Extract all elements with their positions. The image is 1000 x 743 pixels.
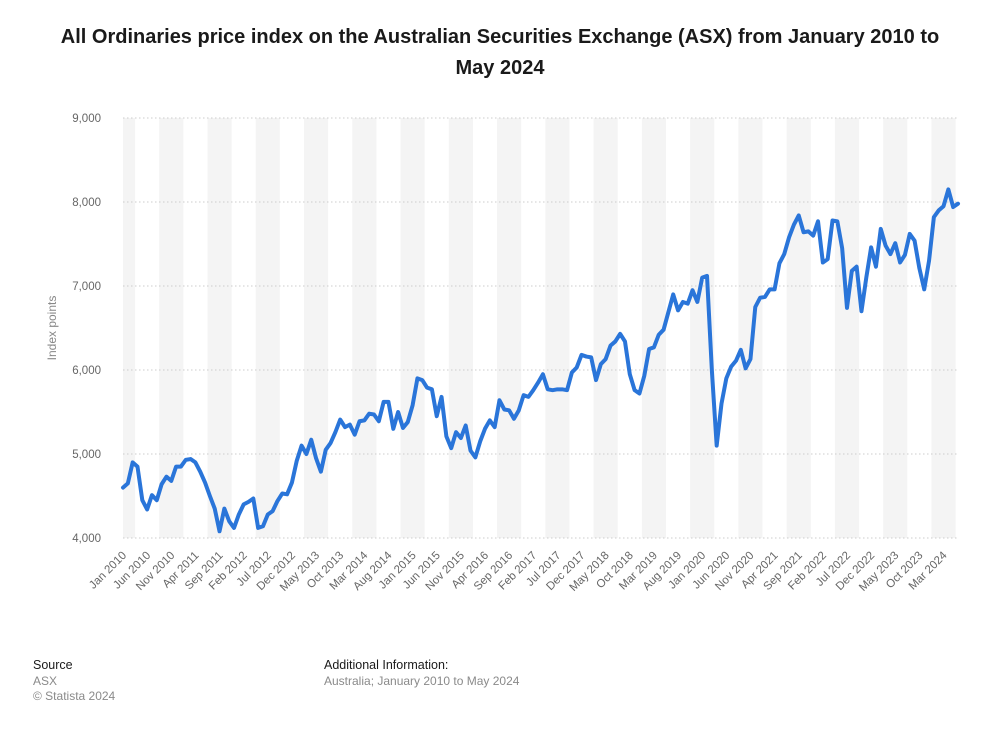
gridlines	[123, 117, 958, 539]
y-tick-label: 5,000	[72, 449, 101, 461]
additional-info-text: Australia; January 2010 to May 2024	[324, 674, 520, 688]
background-bands	[123, 118, 956, 538]
y-tick-label: 6,000	[72, 365, 101, 377]
y-axis-ticks: 4,000 5,000 6,000 7,000 8,000 9,000	[72, 113, 101, 545]
background-band	[255, 118, 280, 538]
y-tick-label: 9,000	[72, 113, 101, 125]
y-tick-label: 8,000	[72, 197, 101, 209]
background-band	[207, 118, 232, 538]
y-tick-label: 7,000	[72, 281, 101, 293]
y-axis-label: Index points	[45, 296, 59, 361]
background-band	[497, 118, 522, 538]
additional-info-heading: Additional Information:	[324, 658, 449, 672]
background-band	[303, 118, 329, 538]
background-band	[786, 118, 811, 538]
background-band	[738, 118, 763, 538]
background-band	[123, 118, 136, 538]
background-band	[352, 118, 377, 538]
background-band	[593, 118, 618, 538]
series-line	[121, 187, 960, 534]
line-chart: 4,000 5,000 6,000 7,000 8,000 9,000 Jan 2010J…	[45, 113, 960, 594]
background-band	[448, 118, 473, 538]
y-tick-label: 4,000	[72, 533, 101, 545]
source-block: Source ASX © Statista 2024	[33, 658, 115, 704]
chart-title: All Ordinaries price index on the Austra…	[60, 26, 940, 79]
source-name: ASX	[33, 674, 58, 688]
background-band	[400, 118, 425, 538]
background-band	[834, 118, 860, 538]
background-band	[931, 118, 956, 538]
series-index-line	[121, 187, 960, 534]
copyright: © Statista 2024	[33, 689, 116, 703]
background-band	[883, 118, 908, 538]
additional-info-block: Additional Information: Australia; Janua…	[324, 658, 519, 689]
source-heading: Source	[33, 658, 73, 672]
background-band	[545, 118, 570, 538]
